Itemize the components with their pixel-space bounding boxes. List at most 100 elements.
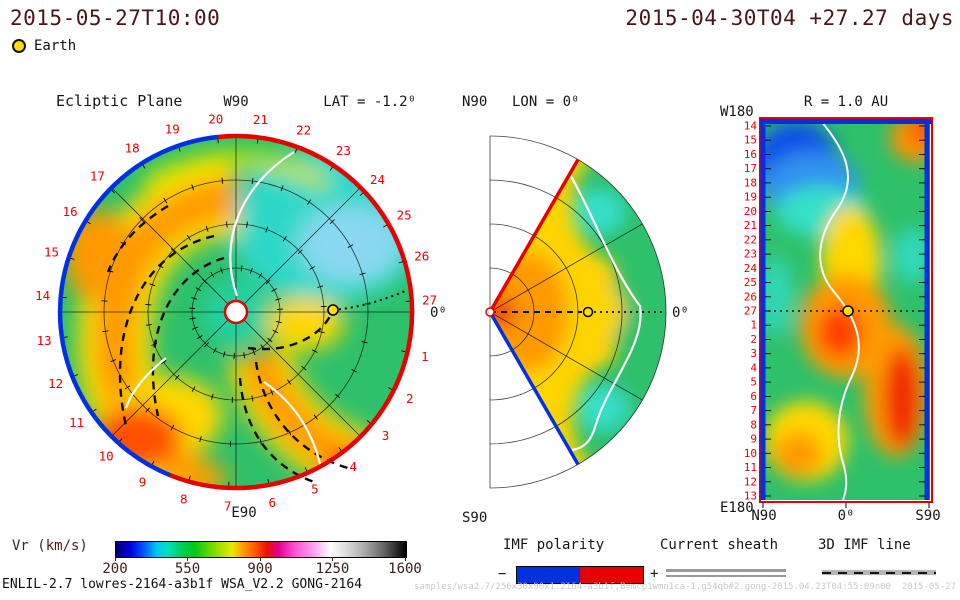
- imf-minus-sign: −: [498, 566, 507, 582]
- earth-marker: [842, 305, 854, 317]
- imf-negative-swatch: [517, 567, 580, 583]
- imf-polarity-bar: [516, 566, 644, 584]
- map-day-21: 21: [744, 219, 757, 232]
- map-axis-ticks: [762, 502, 930, 508]
- map-day-16: 16: [744, 148, 757, 161]
- day-tick: [191, 386, 196, 392]
- ecliptic-day-25: 25: [397, 208, 412, 223]
- day-tick: [139, 217, 145, 223]
- ecliptic-w90-label: W90: [223, 94, 248, 110]
- day-tick: [145, 407, 151, 413]
- current-sheet-line: [563, 163, 642, 452]
- day-tick: [192, 326, 199, 330]
- map-day-5: 5: [750, 376, 757, 389]
- day-tick: [189, 317, 196, 320]
- ecliptic-e90-label: E90: [231, 505, 256, 521]
- ecliptic-lon0-label: 0⁰: [430, 305, 447, 321]
- map-day-18: 18: [744, 176, 757, 189]
- day-tick: [282, 235, 287, 242]
- map-day-13: 13: [744, 490, 757, 503]
- current-sheet-symbol: [666, 569, 786, 572]
- e180-label: E180: [720, 500, 754, 516]
- day-tick: [335, 393, 341, 399]
- colorbar-tick-label: 1250: [315, 561, 350, 577]
- day-tick: [211, 393, 214, 400]
- ecliptic-day-21: 21: [253, 112, 268, 127]
- ecliptic-day-8: 8: [180, 491, 188, 506]
- day-tick: [197, 335, 203, 340]
- map-day-3: 3: [750, 347, 757, 360]
- ecliptic-day-23: 23: [336, 143, 351, 158]
- day-tick: [246, 221, 248, 228]
- current-sheet-line: [229, 151, 295, 297]
- day-tick: [202, 278, 208, 284]
- meridional-title: LON = 0⁰: [512, 94, 579, 110]
- day-tick: [174, 374, 180, 380]
- imf-line: [238, 377, 315, 484]
- day-tick: [102, 330, 109, 333]
- colorbar-tick-label: 200: [102, 561, 128, 577]
- day-tick: [222, 351, 226, 358]
- ecliptic-day-19: 19: [165, 121, 180, 136]
- ecliptic-lat-label: LAT = -1.2⁰: [323, 94, 416, 110]
- day-tick: [265, 226, 269, 233]
- ecliptic-day-7: 7: [224, 498, 232, 513]
- map-day-20: 20: [744, 205, 757, 218]
- imf-line: [118, 234, 215, 427]
- day-tick: [265, 279, 271, 285]
- imf-positive-swatch: [580, 567, 643, 583]
- colorbar-tick-label: 550: [174, 561, 201, 577]
- ecliptic-day-10: 10: [99, 449, 114, 464]
- ecliptic-day-15: 15: [44, 245, 59, 260]
- ecliptic-day-26: 26: [414, 249, 429, 264]
- imf-line: [247, 309, 335, 351]
- map-day-22: 22: [744, 233, 757, 246]
- imf-line: [106, 204, 169, 273]
- vr-colorbar: [115, 541, 407, 558]
- day-tick: [267, 337, 273, 343]
- current-sheet-label: Current sheath: [660, 537, 779, 553]
- ecliptic-day-18: 18: [125, 141, 140, 156]
- day-tick: [270, 389, 274, 396]
- day-tick: [161, 360, 167, 365]
- day-tick: [195, 287, 202, 292]
- map-day-14: 14: [744, 120, 758, 133]
- sun-marker: [485, 307, 495, 317]
- day-tick: [221, 177, 224, 184]
- day-tick: [297, 249, 303, 255]
- map-polarity-border-negative: [760, 119, 932, 500]
- day-tick: [272, 329, 279, 334]
- map-day-17: 17: [744, 162, 757, 175]
- radial-map-panel: R = 1.0 AU W180 E180 N90 0⁰ S90: [720, 94, 941, 524]
- current-sheet-symbol: [666, 574, 786, 577]
- sun-marker: [223, 299, 249, 325]
- ecliptic-day-3: 3: [382, 428, 390, 443]
- day-tick: [287, 379, 292, 385]
- day-tick: [210, 272, 215, 278]
- colorbar-tick-label: 900: [247, 561, 273, 577]
- map-day-10: 10: [744, 447, 757, 460]
- day-tick: [307, 199, 312, 205]
- meridional-s90-label: S90: [462, 510, 487, 526]
- right-timestamp: 2015-04-30T04 +27.27 days: [625, 6, 954, 30]
- day-tick: [191, 184, 195, 191]
- day-tick: [212, 347, 217, 354]
- imf-line-dotted: [332, 289, 409, 311]
- day-tick: [226, 221, 228, 228]
- day-tick: [271, 288, 277, 292]
- imf-plus-sign: +: [650, 566, 659, 582]
- day-tick: [359, 272, 366, 276]
- ecliptic-day-2: 2: [406, 391, 414, 406]
- imf-line-symbol-dashes: [822, 571, 936, 574]
- polarity-edge-negative: [488, 311, 580, 466]
- day-tick: [145, 323, 152, 326]
- map-day-23: 23: [744, 248, 757, 261]
- ecliptic-day-17: 17: [90, 169, 105, 184]
- day-tick: [191, 297, 198, 300]
- ecliptic-day-24: 24: [370, 172, 385, 187]
- colorbar-title: Vr (km/s): [12, 538, 88, 554]
- day-tick: [361, 341, 368, 344]
- ecliptic-day-6: 6: [269, 495, 277, 510]
- day-tick: [259, 438, 262, 445]
